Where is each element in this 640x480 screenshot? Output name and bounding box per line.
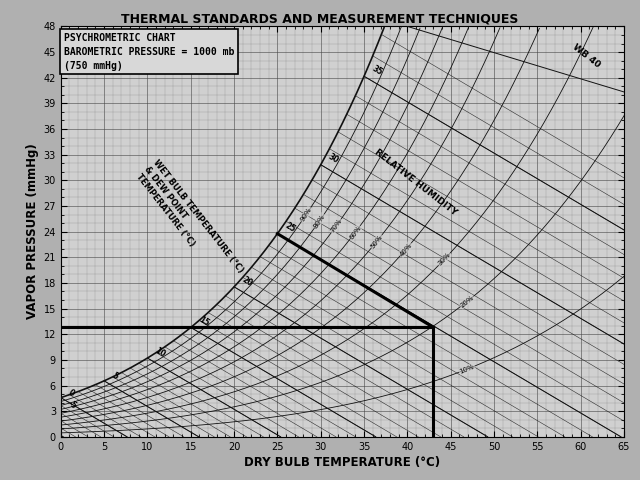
Text: PSYCHROMETRIC CHART
BAROMETRIC PRESSURE = 1000 mb
(750 mmHg): PSYCHROMETRIC CHART BAROMETRIC PRESSURE … [63, 33, 234, 71]
Text: 5: 5 [110, 372, 119, 382]
Text: 0: 0 [67, 388, 76, 398]
Text: 15: 15 [197, 315, 211, 328]
Text: 25: 25 [284, 221, 297, 235]
Text: 35: 35 [370, 64, 383, 77]
X-axis label: DRY BULB TEMPERATURE (°C): DRY BULB TEMPERATURE (°C) [244, 456, 440, 469]
Text: WB 40: WB 40 [570, 43, 602, 70]
Text: 90%: 90% [300, 206, 313, 223]
Text: 20: 20 [240, 275, 254, 288]
Text: 10: 10 [154, 346, 167, 359]
Text: 30%: 30% [437, 252, 452, 267]
Text: 50%: 50% [369, 233, 384, 250]
Text: 30: 30 [327, 153, 340, 166]
Text: -5: -5 [67, 399, 79, 411]
Y-axis label: VAPOR PRESSURE (mmHg): VAPOR PRESSURE (mmHg) [26, 144, 39, 320]
Text: 40%: 40% [399, 241, 413, 257]
Text: RELATIVE HUMIDITY: RELATIVE HUMIDITY [372, 147, 458, 217]
Text: WET BULB TEMPERATURE (°C)
& DEW POINT
TEMPERATURE (°C): WET BULB TEMPERATURE (°C) & DEW POINT TE… [134, 158, 245, 288]
Text: 80%: 80% [312, 213, 326, 229]
Text: THERMAL STANDARDS AND MEASUREMENT TECHNIQUES: THERMAL STANDARDS AND MEASUREMENT TECHNI… [122, 12, 518, 25]
Text: 20%: 20% [459, 294, 475, 309]
Text: 10%: 10% [459, 363, 476, 375]
Text: 60%: 60% [348, 225, 362, 240]
Text: 70%: 70% [330, 218, 343, 234]
